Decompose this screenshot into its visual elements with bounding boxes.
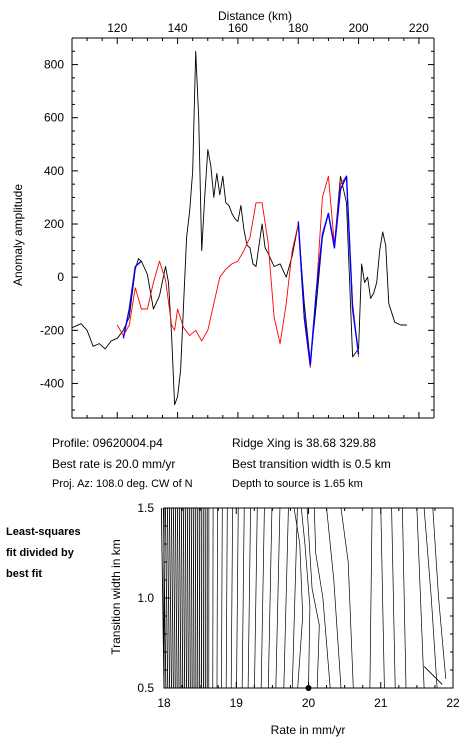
side-note-line: best fit xyxy=(6,568,43,580)
side-note: Least-squares fit divided by best fit xyxy=(6,522,81,585)
x-axis-label: Distance (km) xyxy=(218,9,292,23)
contour-line xyxy=(182,507,186,689)
contour-line xyxy=(230,507,233,689)
contour-line xyxy=(369,507,373,689)
contour-line xyxy=(168,507,172,689)
contour-line xyxy=(416,507,425,689)
contour-line xyxy=(170,507,174,689)
y-tick-label: 600 xyxy=(44,111,64,125)
x-tick-label: 18 xyxy=(157,696,171,710)
x-axis-label: Rate in mm/yr xyxy=(271,723,346,737)
contour-line xyxy=(283,507,289,689)
contour-line xyxy=(293,507,304,689)
contour-line xyxy=(186,507,189,689)
best-transition-label: Best transition width is 0.5 km xyxy=(232,457,391,471)
x-tick-label: 120 xyxy=(107,21,127,35)
profile-label: Profile: 09620004.p4 xyxy=(52,436,163,450)
y-axis-label: Anomaly amplitude xyxy=(11,184,25,286)
y-tick-label: 1.0 xyxy=(137,591,154,605)
contour-lines xyxy=(160,507,447,689)
contour-line xyxy=(184,507,187,689)
series-line-blue xyxy=(122,175,360,366)
y-tick-label: 800 xyxy=(44,58,64,72)
contour-line xyxy=(241,507,245,689)
x-tick-label: 20 xyxy=(302,696,316,710)
contour-line xyxy=(313,507,331,689)
contour-line xyxy=(174,507,178,689)
contour-line xyxy=(267,507,273,689)
contour-line xyxy=(216,507,218,689)
x-tick-label: 19 xyxy=(230,696,244,710)
side-note-line: fit divided by xyxy=(6,547,74,559)
y-tick-label: -400 xyxy=(40,376,64,390)
contour-line xyxy=(176,507,180,689)
contour-line xyxy=(247,507,251,689)
contour-line xyxy=(260,507,265,689)
x-tick-label: 21 xyxy=(374,696,388,710)
contour-line xyxy=(402,507,407,689)
contour-line xyxy=(194,507,197,689)
contour-line xyxy=(254,507,258,689)
contour-line xyxy=(190,507,193,689)
y-tick-label: 0.5 xyxy=(137,681,154,695)
best-fit-marker xyxy=(305,685,312,691)
y-tick-label: -200 xyxy=(40,323,64,337)
contour-line xyxy=(291,507,298,689)
contour-line xyxy=(306,507,320,689)
y-tick-label: 1.5 xyxy=(137,501,154,515)
depth-label: Depth to source is 1.65 km xyxy=(232,478,363,490)
x-tick-label: 22 xyxy=(446,696,460,710)
x-tick-label: 140 xyxy=(168,21,188,35)
contour-line xyxy=(188,507,191,689)
y-tick-label: 400 xyxy=(44,164,64,178)
contour-line xyxy=(275,507,281,689)
ridge-xing-label: Ridge Xing is 38.68 329.88 xyxy=(232,436,377,450)
contour-line xyxy=(391,507,396,689)
x-tick-label: 180 xyxy=(288,21,308,35)
contour-line xyxy=(423,666,443,685)
contour-line xyxy=(225,507,228,689)
x-tick-label: 220 xyxy=(409,21,429,35)
contour-line xyxy=(300,507,311,689)
x-tick-label: 200 xyxy=(349,21,369,35)
y-tick-label: 0 xyxy=(57,270,64,284)
contour-line xyxy=(180,507,184,689)
contour-line xyxy=(221,507,223,689)
contour-line xyxy=(340,507,354,689)
proj-az-label: Proj. Az: 108.0 deg. CW of N xyxy=(52,478,193,490)
best-rate-label: Best rate is 20.0 mm/yr xyxy=(52,457,176,471)
contour-line xyxy=(432,507,447,680)
y-axis-label: Transition width in km xyxy=(109,539,123,655)
series-group xyxy=(71,50,407,406)
y-tick-label: 200 xyxy=(44,217,64,231)
contour-line xyxy=(423,507,438,689)
side-note-line: Least-squares xyxy=(6,526,81,538)
contour-line xyxy=(192,507,195,689)
contour-line xyxy=(236,507,239,689)
x-tick-label: 160 xyxy=(228,21,248,35)
contour-line xyxy=(178,507,182,689)
contour-line xyxy=(172,507,176,689)
contour-line xyxy=(380,507,385,689)
contour-line xyxy=(326,507,342,689)
contour-line xyxy=(196,507,199,689)
